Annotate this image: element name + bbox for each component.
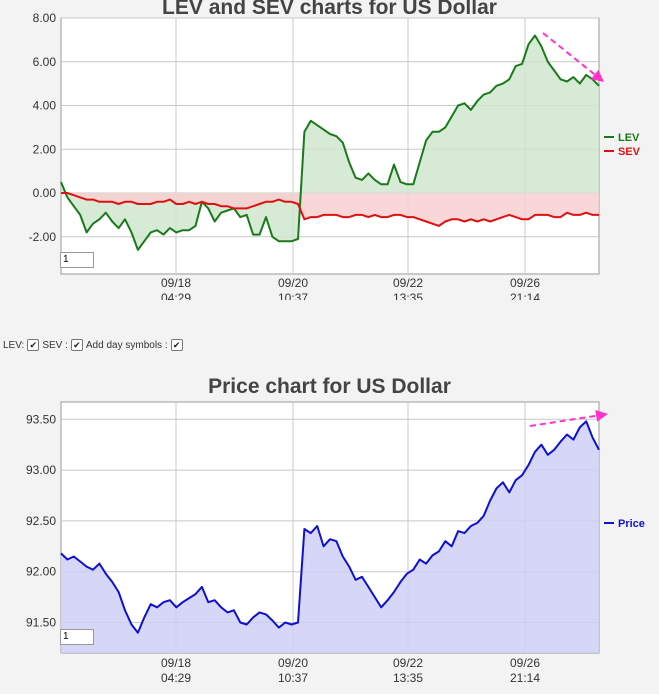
x-tick-date: 09/26 — [510, 656, 540, 670]
y-tick-label: 4.00 — [33, 99, 57, 113]
y-tick-label: 91.50 — [26, 616, 56, 630]
price-legend-label: Price — [618, 518, 645, 530]
lev-series-line — [60, 34, 600, 251]
sev-legend-label: SEV — [618, 146, 641, 158]
x-tick-date: 09/20 — [278, 276, 308, 290]
sev-toggle-label: SEV : — [42, 339, 68, 351]
price-series-line — [60, 420, 600, 634]
y-tick-label: -2.00 — [29, 230, 57, 244]
x-tick-time: 04:29 — [161, 291, 191, 300]
y-tick-label: 8.00 — [33, 11, 57, 25]
x-tick-date: 09/26 — [510, 276, 540, 290]
day-symbols-toggle-label: Add day symbols : — [85, 339, 168, 351]
x-tick-date: 09/18 — [161, 656, 191, 670]
y-tick-label: 92.50 — [26, 514, 56, 528]
y-tick-label: 93.00 — [26, 463, 56, 477]
y-tick-label: 92.00 — [26, 565, 56, 579]
lev-legend-label: LEV — [618, 132, 640, 144]
y-tick-label: 2.00 — [33, 142, 57, 156]
x-tick-date: 09/20 — [278, 656, 308, 670]
lev-toggle-label: LEV: — [3, 339, 25, 351]
x-tick-date: 09/22 — [393, 656, 423, 670]
x-tick-time: 04:29 — [161, 671, 191, 685]
x-tick-date: 09/18 — [161, 276, 191, 290]
x-tick-time: 21:14 — [510, 291, 540, 300]
x-tick-time: 21:14 — [510, 671, 540, 685]
trend-arrow — [542, 32, 605, 83]
x-tick-time: 13:35 — [393, 291, 423, 300]
sev-checkbox[interactable]: ✔ — [70, 339, 83, 351]
sev-series-area — [61, 193, 599, 226]
trend-arrow — [529, 409, 609, 427]
y-tick-label: 93.50 — [26, 412, 56, 426]
day-symbols-checkbox[interactable]: ✔ — [170, 339, 183, 351]
sev-series-line — [61, 192, 599, 227]
x-tick-time: 13:35 — [393, 671, 423, 685]
x-tick-time: 10:37 — [278, 291, 308, 300]
x-tick-date: 09/22 — [393, 276, 423, 290]
price-chart-title: Price chart for US Dollar — [208, 375, 451, 398]
price-period-input[interactable]: 1 — [60, 629, 94, 645]
x-tick-time: 10:37 — [278, 671, 308, 685]
lev-checkbox[interactable]: ✔ — [27, 339, 40, 351]
series-toggle-controls: LEV: ✔ SEV : ✔ Add day symbols : ✔ — [3, 339, 183, 351]
lev-sev-period-input[interactable]: 1 — [60, 252, 94, 268]
y-tick-label: 6.00 — [33, 55, 57, 69]
lev-sev-chart-title: LEV and SEV charts for US Dollar — [162, 0, 497, 19]
y-tick-label: 0.00 — [33, 186, 57, 200]
